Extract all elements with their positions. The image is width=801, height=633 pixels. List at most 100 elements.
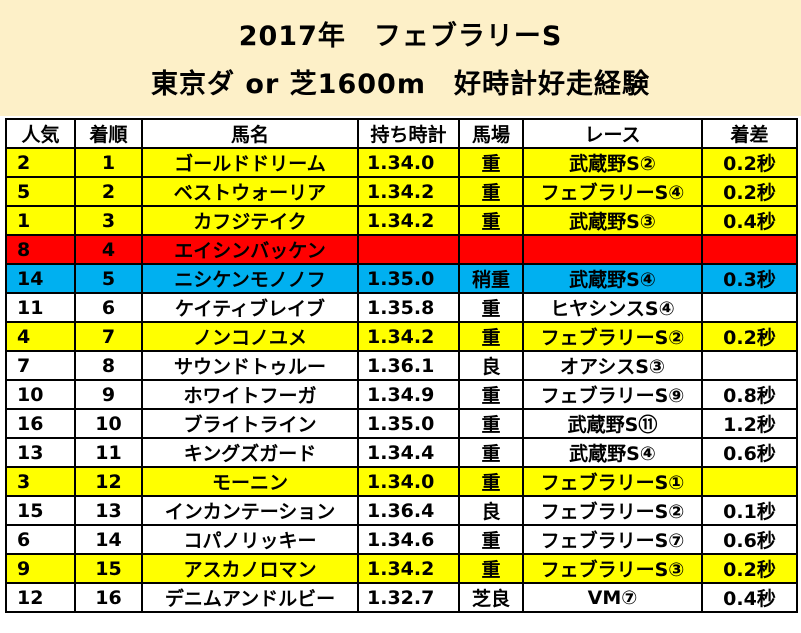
finish-cell: 7 <box>74 321 143 352</box>
horse-name-cell: ブライトライン <box>141 408 359 439</box>
race-cell: フェブラリーS① <box>522 466 703 497</box>
track-condition-cell: 重 <box>458 292 524 323</box>
finish-cell: 5 <box>74 263 143 294</box>
column-header-finish: 着順 <box>74 118 143 149</box>
popularity-cell: 12 <box>5 582 76 613</box>
margin-cell: 0.6秒 <box>701 437 798 468</box>
results-table: 人気 着順 馬名 持ち時計 馬場 レース 着差 2 1 ゴールドドリーム 1.34.0… <box>5 118 798 613</box>
margin-cell <box>701 350 798 381</box>
best-time-cell: 1.34.2 <box>357 553 460 584</box>
race-cell: 武蔵野S④ <box>522 263 703 294</box>
best-time-cell: 1.34.4 <box>357 437 460 468</box>
table-row: 6 14 コパノリッキー 1.34.6 重フェブラリーS⑦ 0.6秒 <box>5 524 798 555</box>
finish-cell: 2 <box>74 176 143 207</box>
margin-cell: 0.2秒 <box>701 553 798 584</box>
margin-cell: 0.4秒 <box>701 205 798 236</box>
column-header-track: 馬場 <box>458 118 524 149</box>
best-time-cell: 1.36.1 <box>357 350 460 381</box>
popularity-cell: 5 <box>5 176 76 207</box>
track-condition-cell: 重 <box>458 147 524 178</box>
race-cell <box>522 234 703 265</box>
margin-cell <box>701 292 798 323</box>
track-condition-cell: 芝良 <box>458 582 524 613</box>
table-row: 9 15 アスカノロマン 1.34.2 重フェブラリーS③ 0.2秒 <box>5 553 798 584</box>
track-condition-cell: 重 <box>458 379 524 410</box>
table-row: 15 13 インカンテーション 1.36.4 良フェブラリーS② 0.1秒 <box>5 495 798 526</box>
best-time-cell: 1.34.2 <box>357 176 460 207</box>
race-cell: フェブラリーS④ <box>522 176 703 207</box>
finish-cell: 14 <box>74 524 143 555</box>
track-condition-cell: 良 <box>458 350 524 381</box>
popularity-cell: 2 <box>5 147 76 178</box>
margin-cell: 0.3秒 <box>701 263 798 294</box>
horse-name-cell: キングズガード <box>141 437 359 468</box>
table-row: 7 8 サウンドトゥルー 1.36.1 良オアシスS③ <box>5 350 798 381</box>
horse-name-cell: アスカノロマン <box>141 553 359 584</box>
race-cell: 武蔵野S⑪ <box>522 408 703 439</box>
best-time-cell: 1.34.9 <box>357 379 460 410</box>
track-condition-cell: 重 <box>458 205 524 236</box>
finish-cell: 1 <box>74 147 143 178</box>
best-time-cell: 1.34.0 <box>357 147 460 178</box>
finish-cell: 9 <box>74 379 143 410</box>
horse-name-cell: ニシケンモノノフ <box>141 263 359 294</box>
best-time-cell: 1.35.0 <box>357 263 460 294</box>
horse-name-cell: エイシンバッケン <box>141 234 359 265</box>
table-row: 5 2 ベストウォーリア 1.34.2 重フェブラリーS④ 0.2秒 <box>5 176 798 207</box>
margin-cell: 0.6秒 <box>701 524 798 555</box>
best-time-cell: 1.36.4 <box>357 495 460 526</box>
finish-cell: 13 <box>74 495 143 526</box>
table-row: 12 16 デニムアンドルビー 1.32.7 芝良 VM⑦ 0.4秒 <box>5 582 798 613</box>
table-row: 13 11 キングズガード 1.34.4 重武蔵野S④ 0.6秒 <box>5 437 798 468</box>
track-condition-cell: 良 <box>458 495 524 526</box>
table-row: 1 3 カフジテイク 1.34.2 重武蔵野S③ 0.4秒 <box>5 205 798 236</box>
margin-cell: 1.2秒 <box>701 408 798 439</box>
track-condition-cell <box>458 234 524 265</box>
table-row: 4 7 ノンコノユメ 1.34.2 重フェブラリーS② 0.2秒 <box>5 321 798 352</box>
header-row: 人気 着順 馬名 持ち時計 馬場 レース 着差 <box>5 118 798 149</box>
track-condition-cell: 重 <box>458 466 524 497</box>
finish-cell: 6 <box>74 292 143 323</box>
margin-cell: 0.1秒 <box>701 495 798 526</box>
horse-name-cell: ノンコノユメ <box>141 321 359 352</box>
popularity-cell: 13 <box>5 437 76 468</box>
finish-cell: 15 <box>74 553 143 584</box>
popularity-cell: 16 <box>5 408 76 439</box>
best-time-cell: 1.34.2 <box>357 205 460 236</box>
finish-cell: 3 <box>74 205 143 236</box>
page-title: 2017年 フェブラリーS <box>238 21 563 52</box>
race-cell: フェブラリーS⑨ <box>522 379 703 410</box>
finish-cell: 12 <box>74 466 143 497</box>
popularity-cell: 3 <box>5 466 76 497</box>
horse-name-cell: カフジテイク <box>141 205 359 236</box>
popularity-cell: 7 <box>5 350 76 381</box>
margin-cell <box>701 466 798 497</box>
column-header-margin: 着差 <box>701 118 798 149</box>
popularity-cell: 6 <box>5 524 76 555</box>
table-row: 14 5 ニシケンモノノフ 1.35.0 稍重 武蔵野S④ 0.3秒 <box>5 263 798 294</box>
popularity-cell: 1 <box>5 205 76 236</box>
finish-cell: 10 <box>74 408 143 439</box>
race-cell: 武蔵野S② <box>522 147 703 178</box>
race-cell: フェブラリーS② <box>522 321 703 352</box>
race-cell: ヒヤシンスS④ <box>522 292 703 323</box>
horse-name-cell: ケイティブレイブ <box>141 292 359 323</box>
popularity-cell: 8 <box>5 234 76 265</box>
table-row: 8 4 エイシンバッケン <box>5 234 798 265</box>
best-time-cell: 1.35.0 <box>357 408 460 439</box>
column-header-popularity: 人気 <box>5 118 76 149</box>
table-row: 16 10 ブライトライン 1.35.0 重武蔵野S⑪ 1.2秒 <box>5 408 798 439</box>
table-row: 2 1 ゴールドドリーム 1.34.0 重武蔵野S② 0.2秒 <box>5 147 798 178</box>
race-cell: フェブラリーS③ <box>522 553 703 584</box>
horse-name-cell: インカンテーション <box>141 495 359 526</box>
best-time-cell: 1.34.2 <box>357 321 460 352</box>
track-condition-cell: 重 <box>458 437 524 468</box>
popularity-cell: 11 <box>5 292 76 323</box>
best-time-cell: 1.32.7 <box>357 582 460 613</box>
column-header-horse: 馬名 <box>141 118 359 149</box>
margin-cell: 0.8秒 <box>701 379 798 410</box>
finish-cell: 4 <box>74 234 143 265</box>
column-header-time: 持ち時計 <box>357 118 460 149</box>
race-cell: VM⑦ <box>522 582 703 613</box>
track-condition-cell: 重 <box>458 176 524 207</box>
